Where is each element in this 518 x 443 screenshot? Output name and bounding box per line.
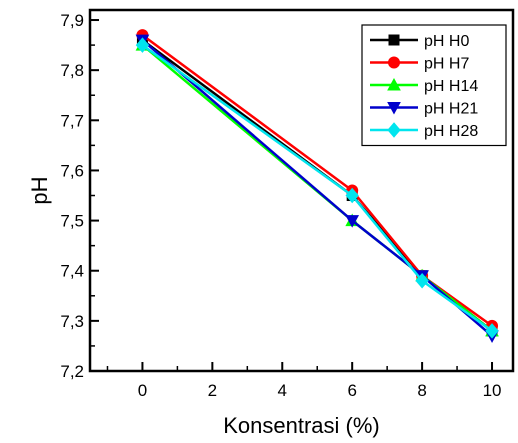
y-tick-label: 7,9 (60, 11, 84, 30)
legend-item: pH H28 (370, 122, 478, 140)
x-tick-label: 8 (417, 381, 426, 400)
data-point-square (388, 34, 400, 46)
legend-label: pH H0 (424, 33, 469, 50)
x-tick-label: 6 (347, 381, 356, 400)
legend-label: pH H7 (424, 56, 469, 73)
x-axis-title: Konsentrasi (%) (223, 413, 380, 438)
data-point-triangle-down (345, 215, 360, 228)
y-tick-label: 7,2 (60, 362, 84, 381)
x-tick-label: 0 (138, 381, 147, 400)
x-axis: 0 2 4 6 8 10 (106, 362, 502, 400)
legend: pH H0 pH H7 pH H14 pH H21 pH H28 (361, 24, 507, 147)
y-axis: 7,2 7,3 7,4 7,5 7,6 7,7 7,8 7,9 (60, 11, 99, 381)
legend-label: pH H21 (424, 101, 478, 118)
y-tick-label: 7,3 (60, 312, 84, 331)
y-tick-label: 7,5 (60, 212, 84, 231)
data-point-diamond (485, 323, 499, 339)
series-line (141, 44, 493, 332)
x-tick-label: 2 (208, 381, 217, 400)
legend-item: pH H21 (370, 101, 478, 118)
series-line (141, 34, 493, 327)
x-tick-label: 10 (483, 381, 502, 400)
y-tick-label: 7,6 (60, 161, 84, 180)
data-point-diamond (135, 37, 150, 53)
series-4 (135, 37, 499, 339)
data-point-diamond (345, 187, 359, 204)
legend-item: pH H7 (370, 56, 469, 73)
legend-label: pH H14 (424, 78, 478, 95)
legend-item: pH H0 (370, 33, 469, 50)
legend-label: pH H28 (424, 123, 478, 140)
y-tick-label: 7,4 (60, 262, 84, 281)
legend-item: pH H14 (370, 77, 478, 95)
x-tick-label: 4 (278, 381, 287, 400)
y-tick-label: 7,7 (60, 111, 84, 130)
data-point-triangle-up (387, 77, 401, 91)
data-point-diamond (415, 272, 429, 289)
series-layer (135, 29, 499, 343)
data-point-circle (388, 56, 400, 69)
plot-frame (88, 8, 515, 373)
data-point-triangle-down (387, 102, 401, 115)
y-tick-label: 7,8 (60, 61, 84, 80)
y-axis-title: pH (27, 176, 52, 204)
data-point-diamond (387, 122, 401, 138)
